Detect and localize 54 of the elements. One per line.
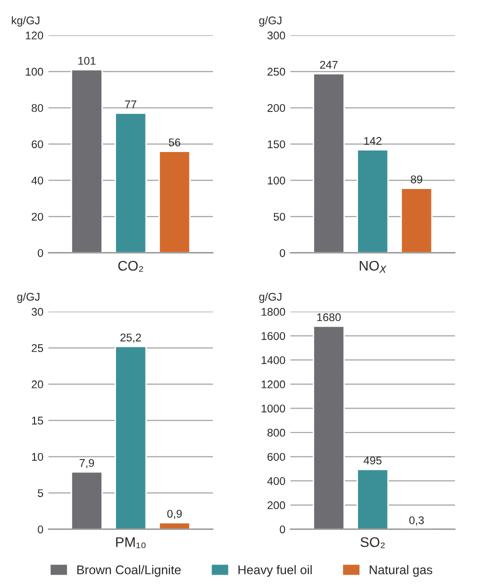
y-tick-label: 60 bbox=[32, 140, 44, 148]
y-tick-label: 80 bbox=[32, 104, 44, 112]
y-tick-label: 200 bbox=[268, 501, 286, 510]
data-label: 7,9 bbox=[80, 459, 94, 468]
data-label: 101 bbox=[78, 56, 96, 65]
y-tick-label: 1000 bbox=[262, 404, 286, 412]
y-tick-label: 50 bbox=[274, 212, 286, 221]
y-tick-label: 250 bbox=[268, 68, 286, 76]
legend-label: Natural gas bbox=[370, 565, 432, 577]
data-label: 89 bbox=[410, 175, 422, 184]
y-axis-title: g/GJ bbox=[259, 16, 282, 27]
y-tick-label: 120 bbox=[26, 32, 44, 40]
y-tick-label: 20 bbox=[32, 380, 44, 388]
data-label: 0,9 bbox=[167, 510, 182, 520]
y-axis-title: g/GJ bbox=[259, 292, 282, 303]
data-label: 142 bbox=[364, 137, 382, 145]
y-tick-label: 0 bbox=[38, 525, 44, 534]
x-axis-title: CO₂ bbox=[118, 260, 144, 272]
data-label: 25,2 bbox=[120, 334, 141, 343]
data-label: 0,3 bbox=[409, 516, 424, 526]
x-axis-title: PM₁₀ bbox=[116, 537, 146, 548]
y-tick-label: 100 bbox=[268, 176, 286, 184]
x-axis-title: SO₂ bbox=[360, 537, 385, 548]
y-tick-label: 1600 bbox=[262, 332, 286, 340]
data-label: 247 bbox=[320, 60, 338, 69]
y-axis-title: kg/GJ bbox=[12, 16, 40, 27]
y-tick-label: 150 bbox=[268, 140, 286, 148]
data-label: 495 bbox=[364, 456, 382, 464]
y-tick-label: 1400 bbox=[262, 356, 286, 364]
y-tick-label: 100 bbox=[26, 68, 44, 76]
legend-label: Heavy fuel oil bbox=[238, 565, 312, 577]
x-axis-title: NO$_{X}$ bbox=[360, 260, 386, 273]
y-tick-label: 25 bbox=[32, 344, 44, 352]
y-tick-label: 300 bbox=[267, 32, 286, 40]
legend-label: Brown Coal/Lignite bbox=[77, 565, 181, 577]
y-tick-label: 1200 bbox=[262, 380, 286, 388]
y-tick-label: 10 bbox=[32, 452, 44, 461]
y-tick-label: 0 bbox=[280, 525, 286, 534]
data-label: 77 bbox=[125, 100, 136, 108]
y-tick-label: 40 bbox=[31, 176, 44, 184]
y-tick-label: 800 bbox=[267, 428, 286, 437]
y-tick-label: 1800 bbox=[262, 308, 286, 316]
y-tick-label: 15 bbox=[32, 416, 44, 425]
data-label: 1680 bbox=[317, 313, 341, 322]
y-tick-label: 400 bbox=[267, 477, 286, 485]
y-tick-label: 0 bbox=[280, 249, 286, 257]
y-tick-label: 30 bbox=[32, 308, 44, 316]
y-tick-label: 200 bbox=[268, 104, 286, 112]
y-tick-label: 0 bbox=[38, 249, 44, 257]
y-tick-label: 5 bbox=[38, 489, 44, 498]
y-axis-title: g/GJ bbox=[17, 292, 40, 303]
data-label: 56 bbox=[168, 138, 180, 146]
y-tick-label: 20 bbox=[32, 212, 44, 221]
y-tick-label: 600 bbox=[268, 452, 286, 461]
